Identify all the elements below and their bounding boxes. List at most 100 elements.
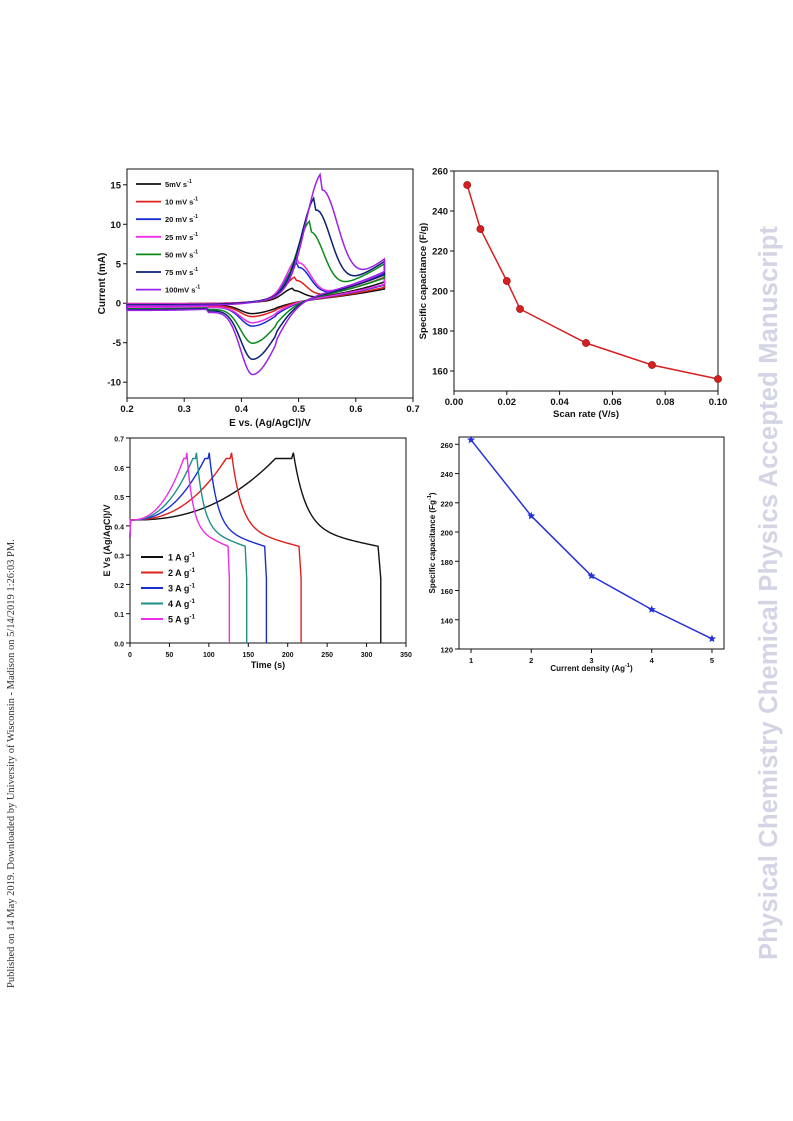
scan-x-tick-label: 0.04 <box>550 397 569 408</box>
cv-y-tick-label: 15 <box>110 180 121 191</box>
gcd-x-tick-label: 150 <box>242 652 254 659</box>
scan-x-tick-label: 0.06 <box>603 397 622 408</box>
gcd-x-tick-label: 350 <box>400 652 412 659</box>
cv-x-tick-label: 0.4 <box>235 404 249 415</box>
cv-series-line <box>126 172 386 376</box>
gcd-y-tick-label: 0.2 <box>114 583 124 590</box>
cv-plot-frame <box>126 168 414 399</box>
cd-data-point <box>707 634 716 643</box>
gcd-plot-frame <box>129 437 407 644</box>
gcd-x-tick-label: 250 <box>321 652 333 659</box>
cd-y-tick-label: 220 <box>440 499 453 508</box>
scan-chart: 0.00 0.02 0.04 0.06 0.08 0.10 160 180 200 220 240 2… <box>418 167 727 421</box>
gcd-x-tick-label: 300 <box>361 652 373 659</box>
scan-x-tick-label: 0.10 <box>709 397 728 408</box>
scan-data-point <box>516 305 524 313</box>
cd-y-tick-label: 240 <box>440 470 453 479</box>
scan-y-tick-label: 160 <box>432 367 448 378</box>
cv-x-tick-label: 0.5 <box>292 404 306 415</box>
cv-legend-label: 25 mV s-1 <box>165 232 198 242</box>
cd-y-tick-label: 180 <box>440 558 453 567</box>
cd-y-tick-label: 120 <box>440 646 453 655</box>
scan-data-point <box>502 277 511 285</box>
cv-legend-label: 5mV s-1 <box>165 179 192 189</box>
cd-x-tick-label: 3 <box>589 656 593 665</box>
cv-x-tick-label: 0.2 <box>120 404 133 415</box>
cv-chart: 0.2 0.3 0.4 0.5 0.6 0.7 -10 -5 0 5 10 15 E vs. (Ag/A… <box>97 168 420 429</box>
cd-data-point <box>647 605 656 613</box>
gcd-series-line <box>129 452 268 643</box>
scan-x-axis-label: Scan rate (V/s) <box>553 409 619 420</box>
cd-data-point <box>587 571 596 580</box>
cv-legend-label: 50 mV s-1 <box>165 249 198 259</box>
scan-y-axis-label: Specific capacitance (F/g) <box>418 223 429 340</box>
cd-y-tick-label: 200 <box>440 529 453 538</box>
cd-data-point <box>527 511 536 520</box>
cv-y-tick-label: -5 <box>113 338 122 349</box>
cd-y-tick-label: 160 <box>440 587 453 596</box>
gcd-series-line <box>129 452 302 643</box>
gcd-series-line <box>129 452 382 643</box>
cd-y-tick-label: 140 <box>440 616 453 625</box>
cd-data-point <box>467 435 476 444</box>
cv-x-tick-label: 0.6 <box>349 404 362 415</box>
cv-legend-label: 100mV s-1 <box>165 285 200 295</box>
cd-x-tick-label: 4 <box>650 656 655 665</box>
gcd-legend-label: 2 A g-1 <box>168 567 195 578</box>
gcd-legend-label: 4 A g-1 <box>168 598 195 609</box>
gcd-series-line <box>129 452 231 643</box>
gcd-y-tick-label: 0.0 <box>114 642 124 649</box>
scan-data-point <box>476 225 485 233</box>
cv-y-tick-label: 10 <box>110 220 121 231</box>
gcd-y-tick-label: 0.1 <box>114 612 124 619</box>
cd-y-axis-label: Specific capacitance (Fg-1) <box>427 492 437 593</box>
gcd-y-tick-label: 0.6 <box>114 466 124 473</box>
gcd-y-tick-label: 0.5 <box>114 495 124 502</box>
cv-series-line <box>126 195 386 361</box>
gcd-chart: 0 50 100 150 200 250 300 350 0.0 0.1 0.2 0.3 0.4 0.5 0… <box>102 437 412 671</box>
gcd-x-tick-label: 50 <box>166 652 174 659</box>
gcd-y-tick-label: 0.4 <box>114 524 124 531</box>
cv-x-tick-label: 0.7 <box>406 404 419 415</box>
cd-x-tick-label: 5 <box>710 656 714 665</box>
scan-plot-frame <box>453 170 719 392</box>
gcd-legend-label: 3 A g-1 <box>168 583 195 594</box>
cv-y-tick-label: 5 <box>116 259 122 270</box>
cv-y-tick-label: -10 <box>107 378 121 389</box>
scan-y-tick-label: 180 <box>432 327 448 338</box>
scan-x-tick-label: 0.00 <box>445 397 464 408</box>
cv-legend-label: 10 mV s-1 <box>165 197 198 207</box>
cd-chart: 1 2 3 4 5 120 140 160 180 200 220 240 260 Current den… <box>427 435 725 673</box>
cv-x-tick-label: 0.3 <box>178 404 191 415</box>
gcd-x-tick-label: 200 <box>282 652 294 659</box>
gcd-x-tick-label: 100 <box>203 652 215 659</box>
cd-plot-frame <box>458 436 725 650</box>
cv-legend-label: 75 mV s-1 <box>165 267 198 277</box>
cv-legend-label: 20 mV s-1 <box>165 214 198 224</box>
gcd-x-axis-label: Time (s) <box>251 660 285 670</box>
gcd-legend-label: 5 A g-1 <box>168 614 195 625</box>
cv-x-axis-label: E vs. (Ag/AgCl)/V <box>229 418 311 429</box>
gcd-x-tick-label: 0 <box>128 652 132 659</box>
scan-data-point <box>648 361 656 369</box>
scan-x-tick-label: 0.08 <box>656 397 675 408</box>
scan-data-point <box>714 375 722 383</box>
gcd-legend-label: 1 A g-1 <box>168 552 195 563</box>
scan-y-tick-label: 240 <box>432 207 448 218</box>
scan-data-point <box>463 181 472 189</box>
cd-x-tick-label: 2 <box>529 656 533 665</box>
scan-y-tick-label: 260 <box>432 167 448 178</box>
scan-y-tick-label: 220 <box>432 247 448 258</box>
gcd-y-tick-label: 0.7 <box>114 437 124 444</box>
scan-x-tick-label: 0.02 <box>498 397 517 408</box>
cd-series-line <box>470 439 713 640</box>
cv-y-axis-label: Current (mA) <box>97 253 108 315</box>
cv-y-tick-label: 0 <box>116 299 121 310</box>
cd-y-tick-label: 260 <box>440 441 453 450</box>
cd-x-tick-label: 1 <box>469 656 473 665</box>
scan-data-point <box>582 339 590 347</box>
gcd-y-tick-label: 0.3 <box>114 554 124 561</box>
gcd-y-axis-label: E Vs (Ag/AgCl)/V <box>102 504 112 576</box>
cd-x-axis-label: Current density (Ag-1) <box>550 663 633 673</box>
